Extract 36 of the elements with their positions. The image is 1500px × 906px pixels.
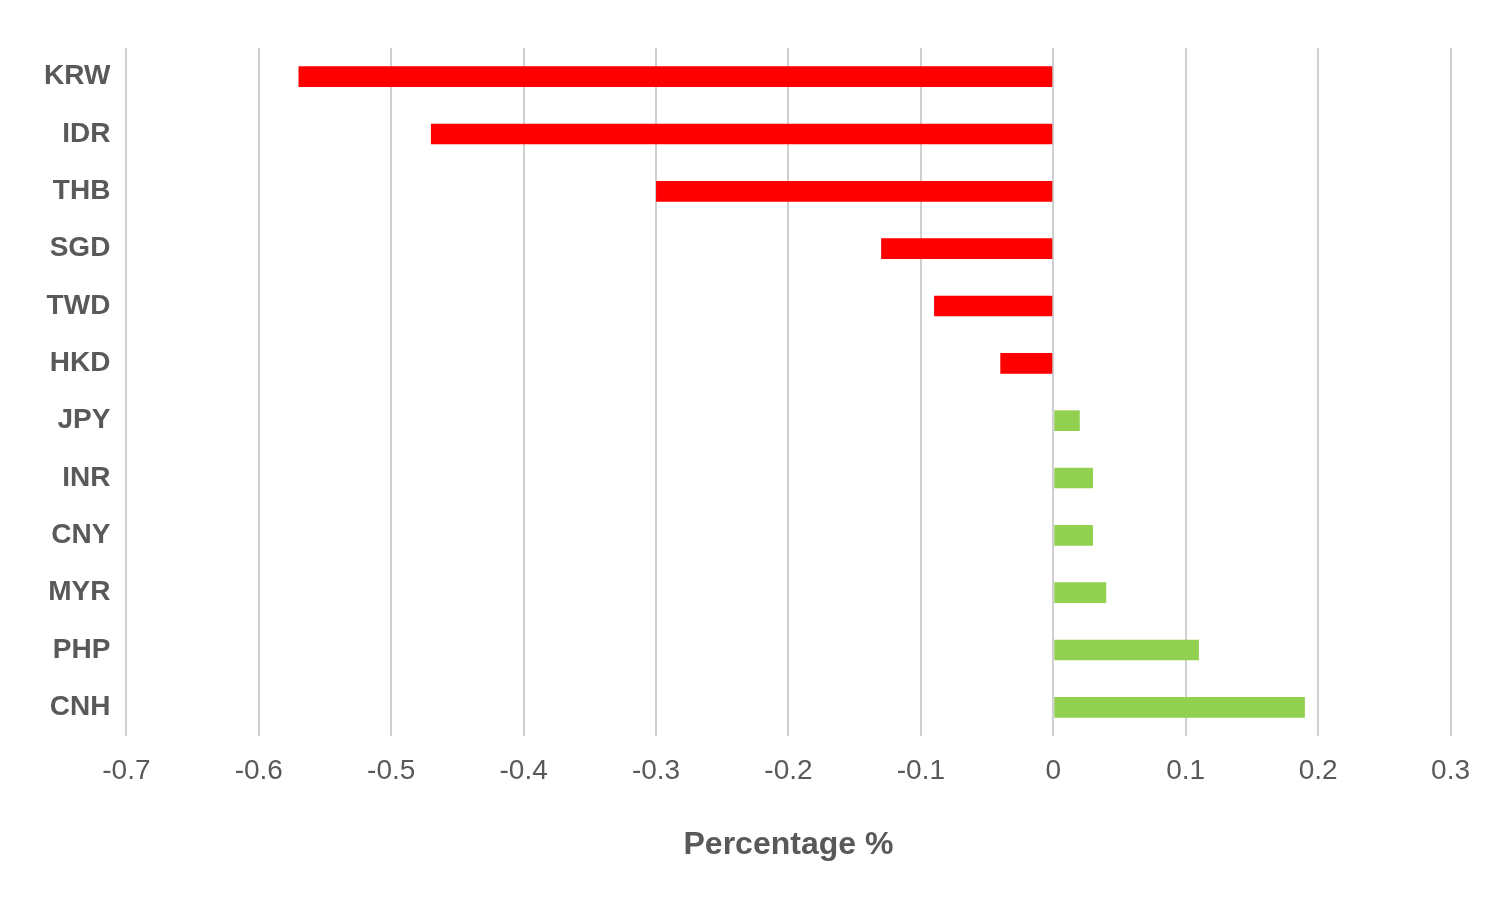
x-tick-label: -0.5 bbox=[367, 753, 416, 785]
x-tick-label: 0.2 bbox=[1298, 753, 1338, 785]
bar bbox=[934, 295, 1053, 317]
x-axis-title: Percentage % bbox=[683, 824, 894, 861]
bar bbox=[1054, 410, 1080, 431]
x-tick-label: -0.7 bbox=[102, 753, 151, 785]
y-tick-label: TWD bbox=[46, 288, 111, 320]
x-tick-label: -0.6 bbox=[234, 753, 283, 785]
x-tick-label: -0.2 bbox=[764, 753, 813, 785]
x-tick-label: 0.3 bbox=[1431, 753, 1471, 785]
bar bbox=[1054, 639, 1199, 661]
bar bbox=[656, 181, 1053, 202]
x-tick-label: 0.1 bbox=[1166, 753, 1206, 785]
bar bbox=[298, 66, 1053, 87]
bar bbox=[1054, 525, 1094, 546]
x-tick-label: -0.4 bbox=[499, 753, 548, 785]
y-tick-label: THB bbox=[52, 174, 111, 206]
y-tick-label: IDR bbox=[62, 116, 111, 148]
bar bbox=[1054, 467, 1094, 489]
y-tick-label: HKD bbox=[49, 346, 111, 378]
x-tick-label: -0.3 bbox=[631, 753, 681, 785]
bar bbox=[1000, 353, 1053, 374]
bar bbox=[430, 123, 1053, 145]
y-tick-label: MYR bbox=[48, 575, 111, 607]
y-tick-label: JPY bbox=[57, 403, 111, 435]
y-tick-label: CNY bbox=[51, 518, 111, 550]
x-tick-label: -0.1 bbox=[896, 753, 945, 785]
bar bbox=[881, 238, 1053, 259]
bar bbox=[1054, 697, 1305, 718]
y-tick-label: PHP bbox=[52, 632, 111, 664]
y-tick-label: INR bbox=[62, 460, 111, 492]
bar bbox=[1054, 582, 1107, 603]
x-tick-label: 0 bbox=[1045, 753, 1062, 785]
y-tick-label: CNH bbox=[49, 690, 111, 722]
y-tick-label: SGD bbox=[49, 231, 111, 263]
y-tick-label: KRW bbox=[43, 59, 111, 91]
